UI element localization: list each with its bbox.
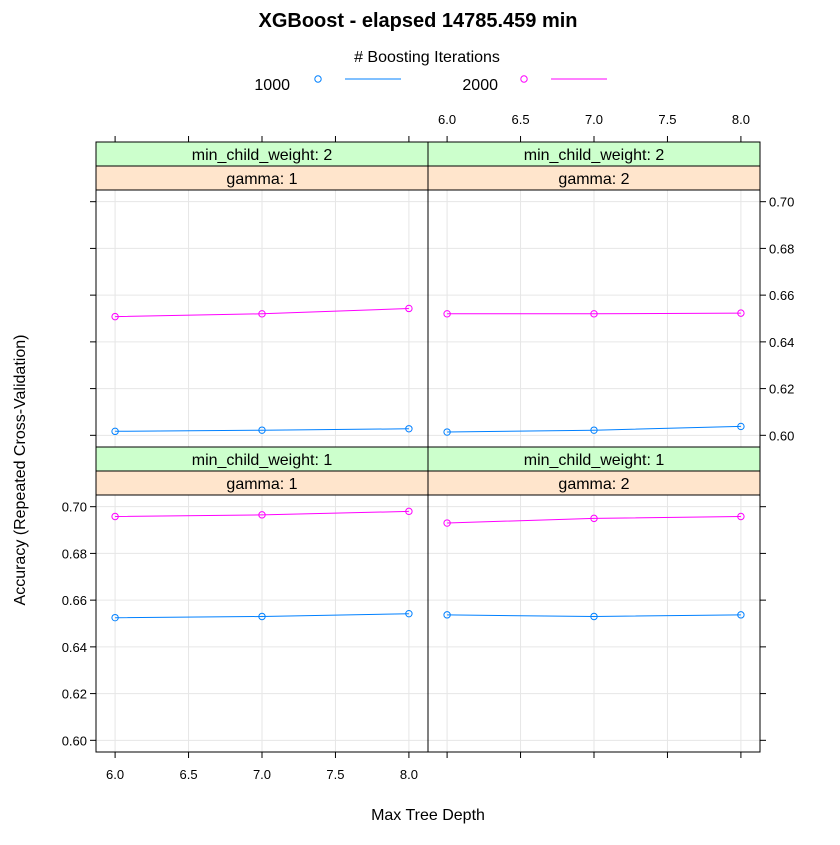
series-line-2000 xyxy=(115,308,409,318)
data-point-2000 xyxy=(590,514,598,523)
data-point-2000 xyxy=(590,310,598,318)
data-point-1000 xyxy=(443,611,451,619)
y-tick-label-left: 0.70 xyxy=(62,500,87,515)
data-point-2000 xyxy=(111,312,119,321)
strip-label: min_child_weight: 2 xyxy=(524,147,665,164)
y-tick-label-right: 0.66 xyxy=(769,288,794,303)
panel-p-mcw1-g2: min_child_weight: 1 gamma: 2 xyxy=(427,446,761,753)
strip-label: min_child_weight: 1 xyxy=(524,452,665,469)
x-tick-label-top: 6.5 xyxy=(512,112,530,127)
x-tick-label-bottom: 7.0 xyxy=(253,767,271,782)
series-line-1000 xyxy=(447,425,741,433)
data-point-1000 xyxy=(111,613,119,622)
series-line-1000 xyxy=(447,614,741,618)
data-point-1000 xyxy=(405,609,413,618)
data-point-2000 xyxy=(111,512,119,521)
legend-marker-1000 xyxy=(314,75,322,83)
strip-outer xyxy=(95,446,429,472)
strip-label: min_child_weight: 1 xyxy=(192,452,333,469)
series-line-2000 xyxy=(447,516,741,524)
legend-marker-2000 xyxy=(520,75,528,83)
strip-label: min_child_weight: 2 xyxy=(192,147,333,164)
strip-label: gamma: 1 xyxy=(226,171,297,188)
x-tick-label-top: 7.0 xyxy=(585,112,603,127)
data-point-2000 xyxy=(405,507,413,516)
panel-border xyxy=(427,189,761,448)
legend-label-2000: 2000 xyxy=(462,77,498,94)
y-tick-label-left: 0.60 xyxy=(62,733,87,748)
legend-label-1000: 1000 xyxy=(254,77,290,94)
y-tick-label-left: 0.66 xyxy=(62,593,87,608)
series-line-2000 xyxy=(115,510,409,517)
data-point-2000 xyxy=(258,511,266,519)
data-point-2000 xyxy=(443,519,451,527)
panel-p-mcw2-g1: min_child_weight: 2 gamma: 1 xyxy=(95,141,429,448)
x-tick-label-bottom: 6.0 xyxy=(106,767,124,782)
strip-outer xyxy=(427,141,761,167)
chart-title: XGBoost - elapsed 14785.459 min xyxy=(258,10,577,32)
x-tick-label-bottom: 7.5 xyxy=(326,767,344,782)
strip-label: gamma: 2 xyxy=(558,476,629,493)
x-axis-title: Max Tree Depth xyxy=(371,807,485,824)
panel-p-mcw1-g1: min_child_weight: 1 gamma: 1 xyxy=(95,446,429,753)
y-axis-title: Accuracy (Repeated Cross-Validation) xyxy=(12,335,29,606)
strip-inner xyxy=(95,470,429,496)
y-tick-label-right: 0.62 xyxy=(769,382,794,397)
y-tick-label-left: 0.68 xyxy=(62,546,87,561)
data-point-1000 xyxy=(737,611,745,619)
data-point-1000 xyxy=(258,426,266,434)
x-tick-label-top: 8.0 xyxy=(732,112,750,127)
strip-inner xyxy=(427,470,761,496)
y-tick-label-right: 0.70 xyxy=(769,195,794,210)
y-tick-label-right: 0.68 xyxy=(769,241,794,256)
x-tick-label-top: 7.5 xyxy=(658,112,676,127)
data-point-1000 xyxy=(111,427,119,436)
y-tick-label-right: 0.64 xyxy=(769,335,794,350)
strip-label: gamma: 1 xyxy=(226,476,297,493)
data-point-2000 xyxy=(737,512,745,521)
series-line-1000 xyxy=(115,428,409,432)
strip-outer xyxy=(427,446,761,472)
legend-title: # Boosting Iterations xyxy=(354,49,500,66)
y-tick-label-left: 0.64 xyxy=(62,640,87,655)
data-point-2000 xyxy=(737,309,745,317)
data-point-1000 xyxy=(405,425,413,433)
x-tick-label-bottom: 8.0 xyxy=(400,767,418,782)
data-point-2000 xyxy=(405,304,413,313)
legend: 1000 2000 xyxy=(254,75,607,94)
x-tick-label-bottom: 6.5 xyxy=(180,767,198,782)
series-line-2000 xyxy=(447,312,741,315)
data-point-1000 xyxy=(590,426,598,434)
strip-label: gamma: 2 xyxy=(558,171,629,188)
strip-inner xyxy=(427,165,761,191)
data-point-1000 xyxy=(443,428,451,436)
axes: 6.0 6.5 7.0 7.5 8.0 6.0 6.5 7.0 7.5 8.0 0.60 0.60 0.… xyxy=(62,112,795,782)
data-point-1000 xyxy=(258,612,266,621)
x-tick-label-top: 6.0 xyxy=(438,112,456,127)
data-point-1000 xyxy=(737,422,745,431)
series-line-1000 xyxy=(115,613,409,619)
data-point-2000 xyxy=(258,310,266,318)
panel-p-mcw2-g2: min_child_weight: 2 gamma: 2 xyxy=(427,141,761,448)
data-point-1000 xyxy=(590,612,598,621)
y-tick-label-right: 0.60 xyxy=(769,428,794,443)
data-point-2000 xyxy=(443,310,451,318)
y-tick-label-left: 0.62 xyxy=(62,687,87,702)
